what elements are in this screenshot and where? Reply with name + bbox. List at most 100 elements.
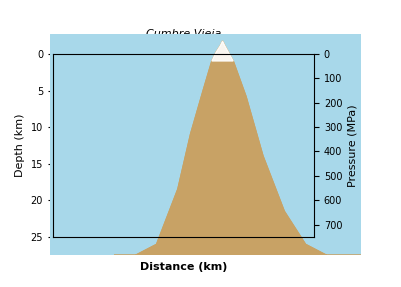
Polygon shape: [207, 198, 225, 203]
Text: Cumulates &
crystal mush: Cumulates & crystal mush: [146, 143, 195, 162]
Polygon shape: [186, 188, 206, 198]
Polygon shape: [200, 228, 213, 231]
Title: Cumbre Vieja: Cumbre Vieja: [146, 29, 221, 39]
Polygon shape: [178, 172, 200, 178]
Polygon shape: [191, 228, 204, 231]
Polygon shape: [180, 190, 198, 195]
Polygon shape: [217, 126, 233, 131]
Polygon shape: [212, 41, 233, 61]
Polygon shape: [162, 198, 180, 203]
Polygon shape: [162, 205, 180, 210]
Polygon shape: [180, 183, 198, 188]
Polygon shape: [180, 198, 198, 203]
Polygon shape: [200, 206, 213, 209]
Circle shape: [187, 110, 191, 119]
Polygon shape: [174, 228, 186, 231]
Text: N: N: [55, 37, 66, 50]
Polygon shape: [171, 183, 189, 188]
Polygon shape: [209, 220, 222, 224]
Polygon shape: [189, 198, 207, 203]
Polygon shape: [160, 172, 182, 178]
Polygon shape: [168, 157, 191, 163]
Text: 4: 4: [195, 142, 200, 148]
Polygon shape: [195, 172, 218, 178]
Circle shape: [196, 141, 200, 150]
Polygon shape: [209, 228, 222, 231]
Circle shape: [223, 134, 227, 142]
Polygon shape: [174, 198, 186, 202]
Polygon shape: [176, 132, 187, 137]
Polygon shape: [180, 205, 198, 210]
Polygon shape: [162, 176, 180, 181]
Polygon shape: [205, 179, 227, 185]
Polygon shape: [178, 186, 200, 192]
Polygon shape: [184, 118, 193, 122]
Polygon shape: [205, 157, 227, 163]
Polygon shape: [209, 206, 222, 209]
Text: S: S: [302, 37, 312, 50]
Polygon shape: [189, 211, 203, 218]
Polygon shape: [195, 157, 218, 163]
Polygon shape: [186, 172, 209, 178]
Polygon shape: [186, 179, 209, 185]
Polygon shape: [164, 213, 177, 217]
Polygon shape: [209, 198, 222, 202]
Polygon shape: [162, 183, 180, 188]
Y-axis label: Pressure (MPa): Pressure (MPa): [348, 104, 358, 187]
Text: Mantle: Mantle: [81, 178, 115, 188]
Polygon shape: [205, 164, 227, 170]
Polygon shape: [171, 176, 189, 181]
Polygon shape: [207, 183, 225, 188]
Polygon shape: [180, 176, 198, 181]
Polygon shape: [161, 119, 231, 142]
Polygon shape: [160, 179, 182, 185]
Polygon shape: [174, 220, 186, 224]
Polygon shape: [198, 198, 216, 203]
Polygon shape: [200, 198, 213, 202]
Polygon shape: [191, 220, 204, 224]
X-axis label: Distance (km): Distance (km): [140, 262, 227, 272]
Polygon shape: [178, 164, 200, 170]
Polygon shape: [209, 213, 222, 217]
Polygon shape: [114, 41, 361, 255]
Polygon shape: [168, 172, 191, 178]
Polygon shape: [198, 183, 216, 188]
Text: Magma
accumulation
zone: Magma accumulation zone: [250, 112, 318, 142]
Polygon shape: [195, 164, 218, 170]
Text: 3: 3: [222, 135, 227, 141]
Text: 6: 6: [208, 89, 213, 95]
Polygon shape: [160, 186, 182, 192]
Polygon shape: [182, 206, 195, 209]
Legend: cumulate xenoliths, gabbro xenoliths, peridotite xenoliths: cumulate xenoliths, gabbro xenoliths, pe…: [57, 194, 157, 233]
Polygon shape: [182, 198, 195, 202]
Polygon shape: [189, 176, 207, 181]
Polygon shape: [174, 213, 186, 217]
Polygon shape: [182, 213, 195, 217]
Polygon shape: [195, 179, 218, 185]
Polygon shape: [191, 213, 204, 217]
Polygon shape: [207, 190, 225, 195]
Polygon shape: [207, 205, 225, 210]
Polygon shape: [160, 157, 182, 163]
Polygon shape: [162, 190, 180, 195]
Polygon shape: [188, 127, 204, 135]
Circle shape: [199, 178, 204, 186]
Text: 2: 2: [199, 179, 204, 185]
Polygon shape: [186, 157, 209, 163]
Polygon shape: [186, 164, 209, 170]
Polygon shape: [189, 183, 207, 188]
Polygon shape: [182, 228, 195, 231]
Polygon shape: [195, 186, 218, 192]
Polygon shape: [205, 172, 227, 178]
Text: 1: 1: [194, 212, 198, 218]
Polygon shape: [191, 206, 204, 209]
Polygon shape: [164, 220, 177, 224]
Text: 5: 5: [186, 112, 191, 118]
Text: Pre-volcanic sed.: Pre-volcanic sed.: [57, 87, 128, 96]
Polygon shape: [164, 198, 177, 202]
Polygon shape: [181, 124, 211, 137]
Polygon shape: [50, 34, 361, 255]
Circle shape: [208, 88, 213, 96]
Y-axis label: Depth (km): Depth (km): [15, 114, 25, 177]
Polygon shape: [171, 190, 189, 195]
